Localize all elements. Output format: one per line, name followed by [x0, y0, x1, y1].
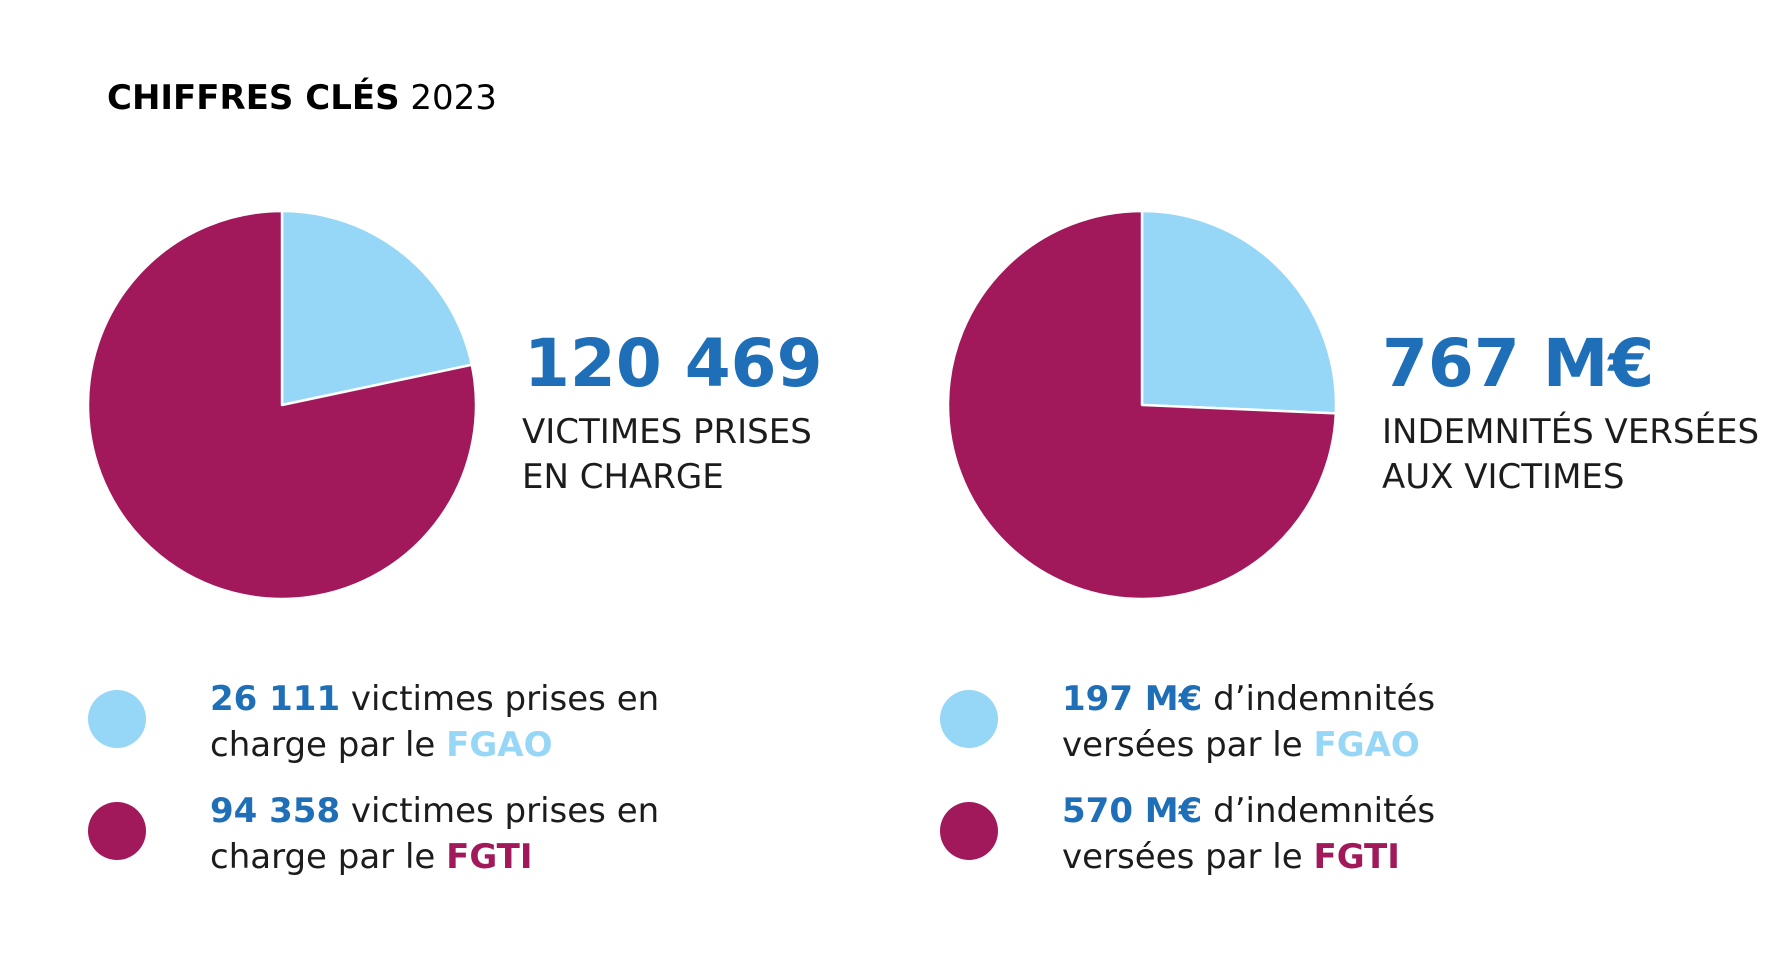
legend-value: 26 111	[210, 679, 341, 719]
legend-item-fgti-indemnities: 570 M€ d’indemnités versées par le FGTI	[1062, 788, 1435, 880]
legend-text: d’indemnités	[1202, 679, 1436, 719]
caption-indemnities-line2: AUX VICTIMES	[1382, 457, 1625, 497]
legend-org: FGAO	[1313, 725, 1420, 765]
caption-victims-line1: VICTIMES PRISES	[522, 412, 812, 452]
legend-text: victimes prises en	[340, 679, 660, 719]
pie-slice-fgti	[86, 209, 478, 601]
legend-text: versées par le	[1062, 725, 1314, 765]
page-title: CHIFFRES CLÉS 2023	[107, 76, 497, 120]
legend-text: charge par le	[210, 837, 447, 877]
pie-slice-fgao	[280, 209, 474, 407]
legend-value: 94 358	[210, 791, 341, 831]
legend-org: FGAO	[446, 725, 553, 765]
legend-text: d’indemnités	[1202, 791, 1436, 831]
title-year: 2023	[410, 78, 497, 118]
legend-item-fgti-victims: 94 358 victimes prises en charge par le …	[210, 788, 659, 880]
legend-text: charge par le	[210, 725, 447, 765]
legend-text: victimes prises en	[340, 791, 660, 831]
legend-value: 197 M€	[1062, 679, 1203, 719]
legend-dot-fgti	[88, 802, 146, 860]
pie-chart-indemnities	[946, 209, 1338, 601]
legend-item-fgao-victims: 26 111 victimes prises en charge par le …	[210, 676, 659, 768]
title-bold: CHIFFRES CLÉS	[107, 78, 400, 118]
caption-victims-line2: EN CHARGE	[522, 457, 724, 497]
legend-text: versées par le	[1062, 837, 1314, 877]
legend-item-fgao-indemnities: 197 M€ d’indemnités versées par le FGAO	[1062, 676, 1435, 768]
legend-org: FGTI	[446, 837, 533, 877]
pie-chart-victims	[86, 209, 478, 601]
caption-indemnities-line1: INDEMNITÉS VERSÉES	[1382, 412, 1760, 452]
legend-dot-fgti	[940, 802, 998, 860]
legend-value: 570 M€	[1062, 791, 1203, 831]
legend-dot-fgao	[88, 690, 146, 748]
legend-dot-fgao	[940, 690, 998, 748]
pie-slice-fgao	[1140, 209, 1338, 415]
total-indemnities: 767 M€	[1382, 325, 1655, 402]
pie-slice-fgti	[946, 209, 1338, 601]
legend-org: FGTI	[1313, 837, 1400, 877]
total-victims: 120 469	[524, 325, 823, 402]
